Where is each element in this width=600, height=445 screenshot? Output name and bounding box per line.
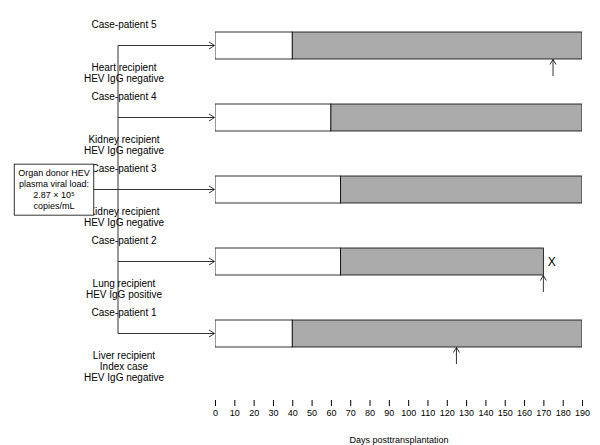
svg-text:Case-patient 1: Case-patient 1 xyxy=(91,307,156,318)
svg-text:Kidney recipient: Kidney recipient xyxy=(88,134,159,145)
svg-text:0: 0 xyxy=(213,408,218,418)
svg-text:70: 70 xyxy=(346,408,356,418)
svg-text:Case-patient 3: Case-patient 3 xyxy=(91,163,156,174)
svg-text:Case-patient 2: Case-patient 2 xyxy=(91,235,156,246)
svg-text:HEV IgG negative: HEV IgG negative xyxy=(84,372,164,383)
svg-text:Heart recipient: Heart recipient xyxy=(91,62,156,73)
svg-text:10: 10 xyxy=(230,408,240,418)
svg-text:40: 40 xyxy=(288,408,298,418)
svg-text:Index case: Index case xyxy=(100,361,149,372)
svg-text:HEV IgG negative: HEV IgG negative xyxy=(84,145,164,156)
svg-text:X: X xyxy=(548,255,556,269)
svg-text:80: 80 xyxy=(365,408,375,418)
svg-text:150: 150 xyxy=(498,408,513,418)
svg-text:180: 180 xyxy=(556,408,571,418)
svg-text:Case-patient 5: Case-patient 5 xyxy=(91,19,156,30)
svg-text:Lung recipient: Lung recipient xyxy=(93,278,156,289)
svg-text:Liver recipient: Liver recipient xyxy=(93,350,155,361)
svg-text:50: 50 xyxy=(307,408,317,418)
svg-text:HEV IgG positive: HEV IgG positive xyxy=(86,289,163,300)
svg-text:30: 30 xyxy=(268,408,278,418)
svg-text:60: 60 xyxy=(326,408,336,418)
svg-text:190: 190 xyxy=(575,408,590,418)
svg-text:Organ donor HEVplasma viral lo: Organ donor HEVplasma viral load:2.87 × … xyxy=(18,168,90,211)
svg-text:Kidney recipient: Kidney recipient xyxy=(88,206,159,217)
svg-text:140: 140 xyxy=(478,408,493,418)
svg-text:120: 120 xyxy=(440,408,455,418)
svg-text:90: 90 xyxy=(384,408,394,418)
svg-text:170: 170 xyxy=(536,408,551,418)
svg-text:Case-patient 4: Case-patient 4 xyxy=(91,91,156,102)
svg-text:HEV IgG negative: HEV IgG negative xyxy=(84,217,164,228)
svg-text:HEV IgG negative: HEV IgG negative xyxy=(84,73,164,84)
svg-text:20: 20 xyxy=(249,408,259,418)
svg-text:160: 160 xyxy=(517,408,532,418)
svg-text:Days posttransplantation: Days posttransplantation xyxy=(349,435,448,445)
svg-text:110: 110 xyxy=(421,408,435,418)
svg-text:130: 130 xyxy=(459,408,474,418)
svg-text:100: 100 xyxy=(401,408,416,418)
